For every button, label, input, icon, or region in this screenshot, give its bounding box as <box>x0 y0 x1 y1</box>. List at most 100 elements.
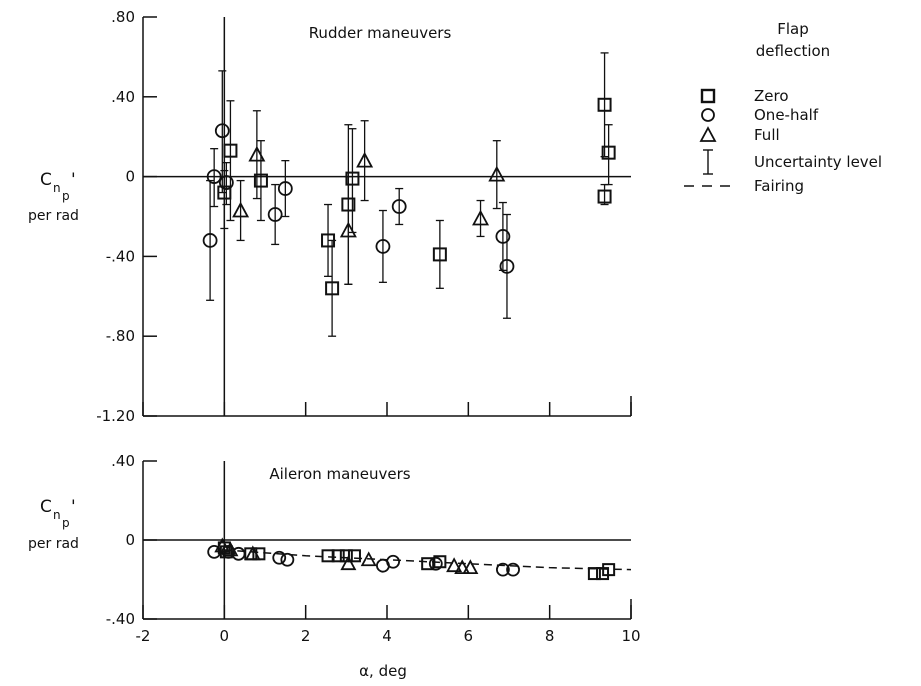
rudder-point-one-half <box>206 169 222 185</box>
aileron-xtick-label: 6 <box>464 627 474 645</box>
rudder-errorbar <box>324 203 333 278</box>
rudder-errorbar <box>344 175 353 285</box>
aileron-marks <box>207 537 632 581</box>
rudder-errorbar <box>502 213 511 319</box>
rudder-panel: Rudder maneuvers C n p ' per rad .80 .40 0… <box>28 8 632 425</box>
rudder-errorbar <box>281 159 290 218</box>
legend-marker-uncertainty <box>703 149 713 175</box>
legend-marker-full <box>699 126 717 142</box>
rudder-errorbar <box>378 209 387 283</box>
rudder-point-one-half <box>218 175 234 190</box>
rudder-point-zero <box>223 143 238 158</box>
rudder-panel-title: Rudder maneuvers <box>309 24 452 42</box>
rudder-point-one-half <box>391 199 407 214</box>
rudder-errorbar <box>600 52 609 158</box>
aileron-point-full <box>222 541 239 557</box>
rudder-ytick-label: -.80 <box>106 327 135 345</box>
aileron-point-one-half <box>386 554 401 569</box>
aileron-point-full <box>340 555 357 571</box>
rudder-point-one-half <box>499 258 515 274</box>
rudder-axes: .80 .40 0 -.40 -.80 -1.20 <box>96 8 632 425</box>
rudder-y-axis-label: C n p ' per rad <box>28 170 79 224</box>
rudder-ylabel-c: C <box>40 170 52 190</box>
aileron-ylabel-c: C <box>40 497 52 517</box>
rudder-errorbar <box>492 140 501 210</box>
rudder-errorbar <box>271 183 280 246</box>
legend-title-line2: deflection <box>756 42 830 60</box>
rudder-errorbar <box>256 140 265 222</box>
aileron-point-one-half <box>495 562 510 577</box>
rudder-errorbar <box>348 128 357 234</box>
aileron-ytick-label: .40 <box>111 452 135 470</box>
aileron-point-one-half <box>231 546 246 561</box>
aileron-point-one-half <box>280 552 295 567</box>
rudder-errorbar <box>476 199 485 238</box>
legend-label-uncertainty: Uncertainty level <box>754 153 882 171</box>
aileron-point-full <box>244 545 261 561</box>
rudder-errorbar <box>328 239 337 337</box>
aileron-xtick-label: 2 <box>301 627 311 645</box>
aileron-point-zero <box>331 549 345 563</box>
aileron-ylabel-prime: ' <box>71 497 76 517</box>
aileron-xtick-label: -2 <box>136 627 151 645</box>
aileron-point-full <box>214 537 231 553</box>
rudder-errorbar <box>600 183 609 206</box>
aileron-xtick-label: 10 <box>621 627 640 645</box>
legend-label-one-half: One-half <box>754 106 819 124</box>
legend-title-line1: Flap <box>777 20 809 38</box>
x-axis-label: α, deg <box>359 662 407 680</box>
rudder-point-one-half <box>267 207 283 222</box>
aileron-point-zero <box>587 567 601 581</box>
aileron-point-one-half <box>428 556 443 571</box>
rudder-point-full <box>248 145 266 162</box>
rudder-point-one-half <box>277 181 293 196</box>
rudder-ytick-label: .80 <box>111 8 135 26</box>
aileron-axes: .40 0 -.40-2 0 2 4 6 8 10 <box>106 452 641 645</box>
rudder-ylabel-subsub: p <box>62 189 70 203</box>
rudder-errorbar <box>360 120 369 202</box>
rudder-point-one-half <box>375 239 391 254</box>
aileron-ytick-label: -.40 <box>106 610 135 628</box>
rudder-point-full <box>232 201 250 218</box>
rudder-errorbar <box>395 187 404 226</box>
aileron-point-one-half <box>272 550 287 565</box>
legend-label-zero: Zero <box>754 87 789 105</box>
rudder-errorbar <box>222 161 231 206</box>
aileron-ytick-label: 0 <box>125 531 135 549</box>
rudder-errorbar <box>435 219 444 289</box>
aileron-panel: Aileron maneuvers C n p ' per rad .40 0 -.… <box>28 452 641 680</box>
rudder-errorbar <box>218 70 227 194</box>
rudder-point-zero <box>432 247 447 262</box>
aileron-point-one-half <box>506 562 520 577</box>
rudder-ylabel-prime: ' <box>71 170 76 190</box>
rudder-point-full <box>356 151 374 168</box>
rudder-point-full <box>488 165 506 182</box>
rudder-point-full <box>472 209 490 226</box>
aileron-ylabel-subsub: p <box>62 516 70 530</box>
aileron-xtick-label: 8 <box>545 627 555 645</box>
rudder-point-zero <box>601 145 616 160</box>
rudder-ytick-label: -1.20 <box>96 407 135 425</box>
rudder-ytick-label: .40 <box>111 88 135 106</box>
rudder-point-full <box>339 221 357 238</box>
aileron-point-full <box>360 551 377 567</box>
legend-label-full: Full <box>754 126 780 144</box>
rudder-ytick-label: 0 <box>125 168 135 186</box>
legend-marker-one-half <box>701 108 715 122</box>
rudder-point-zero <box>597 189 612 204</box>
aileron-ylabel-sub: n <box>53 508 61 522</box>
rudder-point-zero <box>345 171 360 186</box>
aileron-panel-title: Aileron maneuvers <box>269 465 410 483</box>
legend-label-fairing: Fairing <box>754 177 804 195</box>
rudder-marks <box>202 52 616 337</box>
rudder-point-zero <box>597 97 612 112</box>
aileron-point-zero <box>347 549 361 563</box>
rudder-point-one-half <box>202 233 218 248</box>
rudder-ylabel-unit: per rad <box>28 208 79 224</box>
rudder-errorbar <box>206 179 215 301</box>
aileron-point-full <box>446 557 463 573</box>
rudder-errorbar <box>210 148 219 208</box>
